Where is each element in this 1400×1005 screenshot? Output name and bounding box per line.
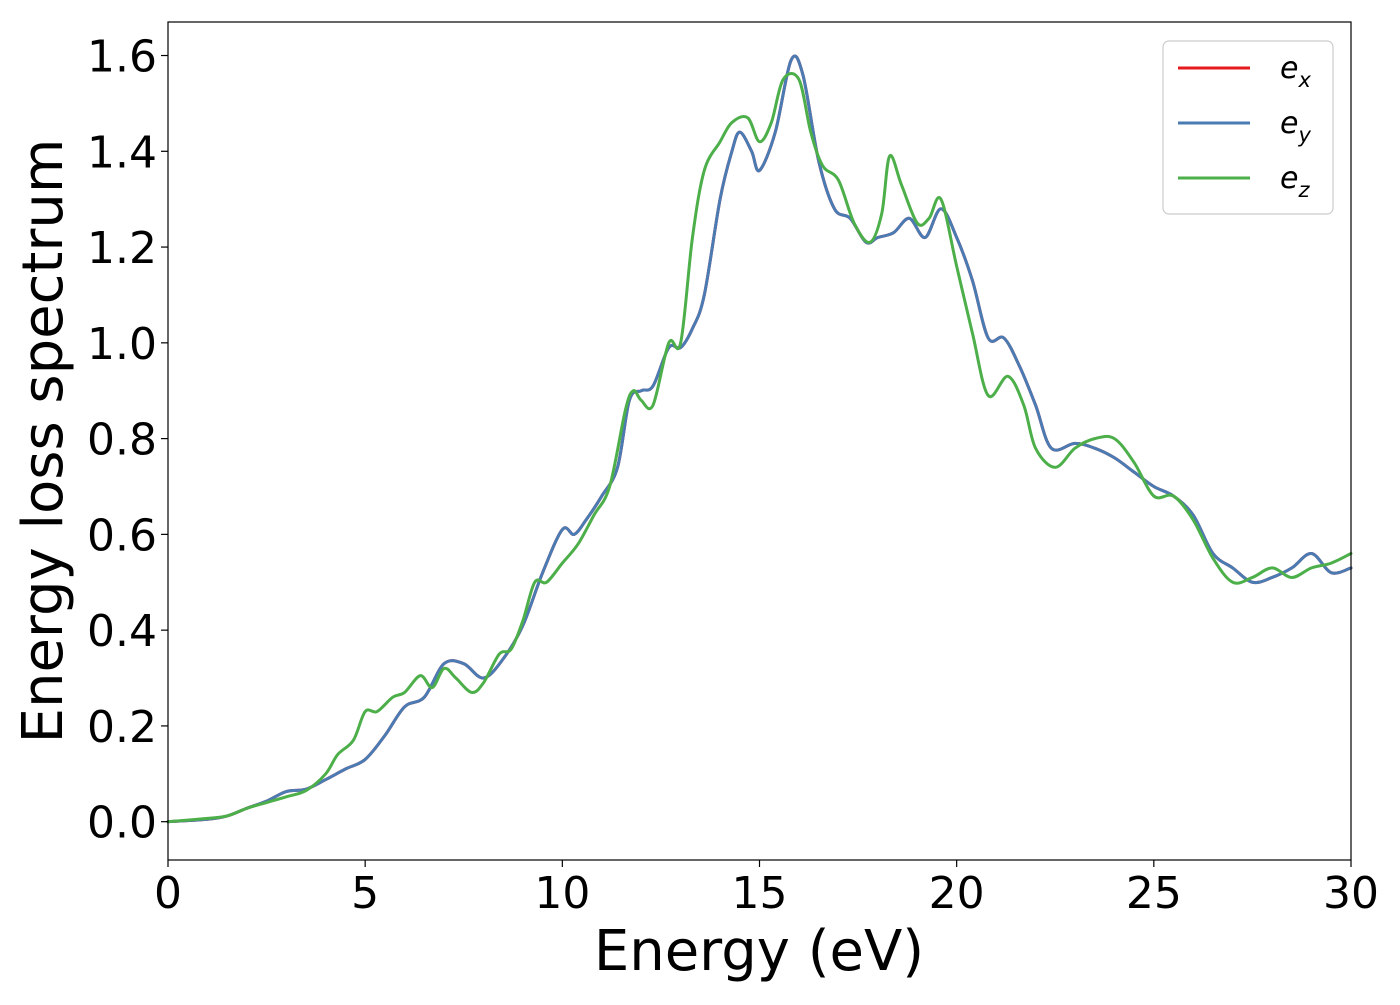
x-tick-label: 20 xyxy=(929,868,985,919)
legend-box xyxy=(1162,40,1334,215)
legend-label-z: ez xyxy=(1280,161,1310,202)
legend-label-y: ey xyxy=(1280,106,1311,147)
y-axis-label: Energy loss spectrum xyxy=(11,139,76,744)
x-axis-ticks: 0 5 10 15 20 25 30 xyxy=(154,860,1379,919)
y-tick-label: 0.2 xyxy=(87,702,157,753)
x-tick-label: 5 xyxy=(351,868,379,919)
x-tick-label: 0 xyxy=(154,868,182,919)
y-tick-label: 1.6 xyxy=(87,32,157,83)
x-axis-label: Energy (eV) xyxy=(594,919,924,984)
plot-series xyxy=(166,54,1353,824)
y-axis-ticks: 0.0 0.2 0.4 0.6 0.8 1.0 1.2 1.4 1.6 xyxy=(87,32,168,849)
x-tick-label: 25 xyxy=(1126,868,1182,919)
y-tick-label: 0.4 xyxy=(87,606,157,657)
x-tick-label: 15 xyxy=(732,868,788,919)
y-tick-label: 1.0 xyxy=(87,319,157,370)
y-tick-label: 0.8 xyxy=(87,415,157,466)
legend: ex ey ez xyxy=(1162,40,1334,215)
y-tick-label: 1.2 xyxy=(87,223,157,274)
y-tick-label: 0.0 xyxy=(87,798,157,849)
x-tick-label: 10 xyxy=(534,868,590,919)
series-line-z xyxy=(166,71,1353,824)
series-line-y xyxy=(166,54,1353,824)
y-tick-label: 1.4 xyxy=(87,127,157,178)
x-tick-label: 30 xyxy=(1323,868,1379,919)
legend-label-x: ex xyxy=(1280,51,1311,92)
y-tick-label: 0.6 xyxy=(87,510,157,561)
